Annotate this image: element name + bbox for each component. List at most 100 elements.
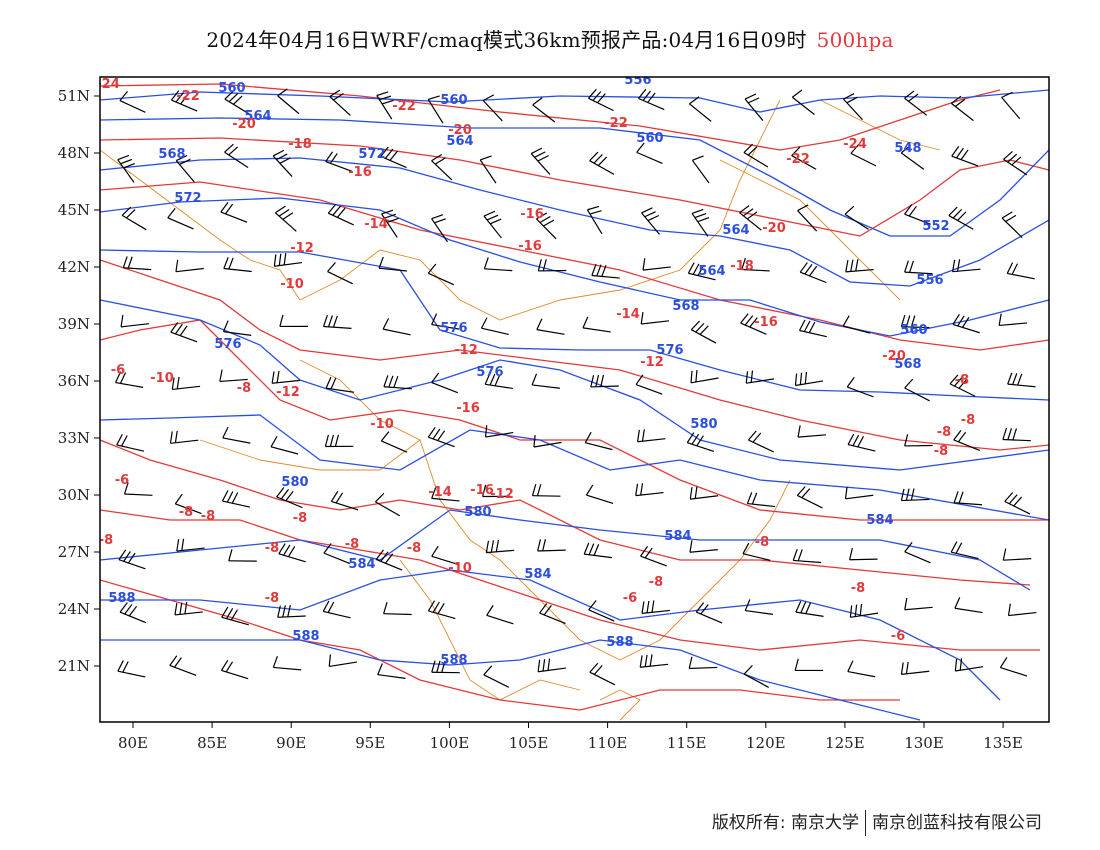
wind-barb: [640, 312, 670, 325]
wind-barb: [170, 322, 198, 343]
wind-barb: [122, 256, 152, 271]
height-contour-label: 552: [922, 219, 949, 234]
wind-barb: [799, 262, 827, 284]
temperature-contour-line: [100, 509, 1040, 651]
wind-barb: [690, 369, 719, 384]
temperature-contour-label: -8: [237, 381, 251, 396]
height-contour-label: 588: [440, 653, 467, 668]
height-contour-label: 556: [624, 73, 651, 88]
wind-barb: [584, 431, 613, 451]
wind-barb: [583, 542, 613, 559]
wind-barb: [272, 655, 302, 671]
height-contour-line: [100, 414, 1049, 521]
y-axis-ticks: 51N 48N 45N 42N 39N 36N 33N 30N 27N 24N 21N: [58, 87, 100, 675]
height-contour-label: 560: [440, 93, 467, 108]
wind-barb: [585, 484, 614, 505]
wind-barb: [951, 259, 981, 273]
wind-barb: [479, 155, 497, 184]
wind-barb: [222, 426, 251, 444]
temperature-contour-label: -6: [891, 629, 905, 644]
wind-barb: [480, 317, 509, 335]
wind-barb: [843, 93, 863, 121]
temperature-contour-label: -14: [428, 485, 452, 500]
wind-barb: [537, 658, 566, 673]
wind-barb: [954, 597, 983, 614]
wind-barb: [224, 143, 249, 168]
wind-barb: [278, 543, 306, 563]
temperature-contour-label: -12: [640, 355, 664, 370]
wind-barb: [271, 370, 301, 384]
wind-barb: [325, 376, 354, 393]
temperature-contour-label: -24: [843, 137, 867, 152]
wind-barb: [376, 91, 394, 120]
height-contour-label: 588: [606, 635, 633, 650]
height-contour-label: 584: [524, 567, 551, 582]
wind-barb: [169, 430, 199, 444]
wind-barb: [228, 549, 257, 562]
wind-barbs: [115, 88, 1037, 688]
wind-barb: [221, 490, 250, 508]
temperature-contour-label: -12: [490, 487, 514, 502]
wind-barb: [691, 208, 710, 237]
border-line: [100, 149, 301, 301]
wind-barb: [589, 662, 616, 686]
temperature-contour-line: [100, 439, 1031, 586]
height-contour-line: [100, 569, 1001, 701]
wind-barb: [273, 252, 303, 267]
temperature-contour-label: -10: [448, 561, 472, 576]
wind-barb: [844, 205, 869, 230]
temperature-contour-label: -22: [604, 116, 628, 131]
wind-barb: [954, 658, 984, 672]
temperature-contour-label: -16: [456, 401, 480, 416]
wind-barb: [380, 431, 408, 453]
height-contour-label: 576: [476, 365, 503, 380]
wind-barb: [539, 603, 566, 625]
border-line: [719, 159, 901, 301]
wind-barb: [1001, 211, 1023, 238]
x-tick-label: 130E: [904, 734, 944, 752]
temperature-contours: [100, 83, 1049, 711]
wind-barb: [1002, 548, 1032, 561]
contour-labels: 560 564 560 556 564 568 560 572 572 548 552 564 568 5…: [100, 73, 975, 668]
wind-barb: [381, 209, 399, 238]
wind-barb: [948, 206, 974, 230]
height-contour-label: 548: [894, 141, 921, 156]
wind-barb: [746, 492, 776, 508]
wind-barb: [794, 658, 824, 672]
height-contour-label: 564: [698, 264, 725, 279]
temperature-contour-label: -6: [115, 473, 129, 488]
temperature-contour-label: -10: [280, 277, 304, 292]
wind-barb: [904, 204, 931, 225]
wind-barb: [953, 429, 980, 451]
height-contour-label: 576: [440, 321, 467, 336]
height-contour-line: [100, 299, 1049, 471]
wind-barb: [848, 547, 878, 561]
x-tick-label: 100E: [430, 734, 470, 752]
wind-barb: [536, 318, 565, 335]
wind-barb: [740, 313, 767, 335]
height-contour-label: 560: [218, 81, 245, 96]
wind-barb: [745, 370, 775, 384]
wind-barb: [537, 259, 567, 272]
wind-barb: [431, 545, 459, 566]
x-tick-label: 115E: [667, 734, 707, 752]
wind-barb: [744, 599, 774, 615]
wind-barb: [383, 602, 412, 616]
footer-right: 南京创蓝科技有限公司: [872, 813, 1042, 833]
wind-barb: [531, 373, 560, 389]
wind-barb: [427, 263, 455, 286]
wind-barb: [330, 491, 359, 511]
wind-barb: [431, 313, 460, 330]
wind-barb: [171, 376, 201, 391]
wind-barb: [324, 434, 354, 448]
wind-barb: [688, 656, 718, 670]
x-tick-label: 90E: [276, 734, 306, 752]
temperature-contour-label: -8: [201, 509, 215, 524]
y-tick-label: 30N: [58, 486, 90, 504]
wind-barb: [900, 488, 930, 502]
x-axis-ticks: 80E 85E 90E 95E 100E 105E 110E 115E 120E 125E 130E…: [118, 722, 1023, 752]
wind-barb: [119, 90, 146, 113]
y-tick-label: 21N: [58, 657, 90, 675]
height-contour-label: 560: [636, 131, 663, 146]
wind-barb: [846, 376, 874, 398]
